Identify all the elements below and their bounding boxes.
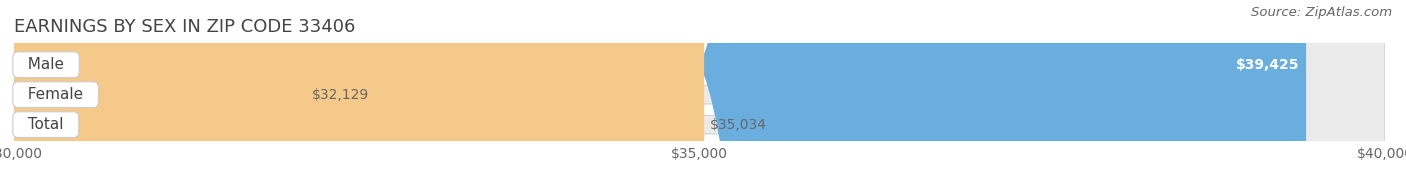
Text: Male: Male <box>18 57 75 72</box>
FancyBboxPatch shape <box>14 0 1385 196</box>
FancyBboxPatch shape <box>14 0 1306 196</box>
Text: Source: ZipAtlas.com: Source: ZipAtlas.com <box>1251 6 1392 19</box>
Text: Total: Total <box>18 117 73 132</box>
Text: $35,034: $35,034 <box>710 118 766 132</box>
Text: EARNINGS BY SEX IN ZIP CODE 33406: EARNINGS BY SEX IN ZIP CODE 33406 <box>14 18 356 36</box>
Text: Female: Female <box>18 87 93 102</box>
Text: $39,425: $39,425 <box>1236 58 1299 72</box>
FancyBboxPatch shape <box>14 0 704 196</box>
FancyBboxPatch shape <box>14 0 1385 196</box>
FancyBboxPatch shape <box>14 0 1385 196</box>
FancyBboxPatch shape <box>0 0 631 196</box>
Text: $32,129: $32,129 <box>311 88 368 102</box>
